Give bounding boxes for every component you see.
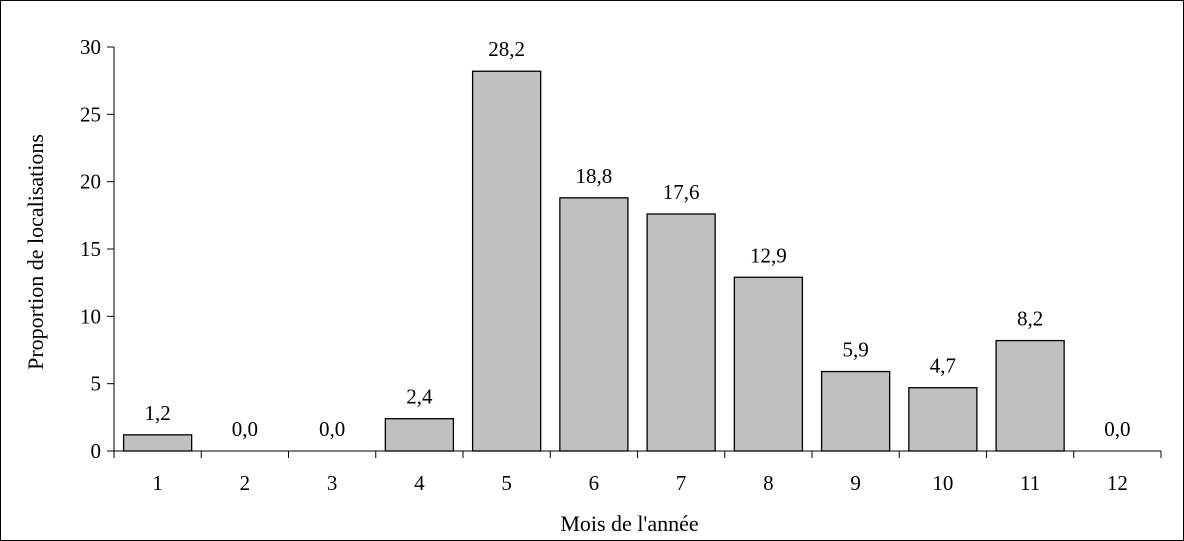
data-label: 12,9 <box>750 243 787 267</box>
x-tick-label: 3 <box>327 471 338 495</box>
x-tick-label: 4 <box>414 471 425 495</box>
x-tick-label: 8 <box>763 471 774 495</box>
y-tick-label: 20 <box>80 170 101 194</box>
data-label: 0,0 <box>319 417 345 441</box>
data-label: 5,9 <box>843 338 869 362</box>
bars <box>122 70 1065 452</box>
bar <box>733 276 804 452</box>
x-tick-label: 11 <box>1020 471 1040 495</box>
bar <box>820 370 891 452</box>
bar <box>995 339 1065 452</box>
data-label: 17,6 <box>663 180 700 204</box>
data-label: 0,0 <box>232 417 258 441</box>
x-tick-label: 5 <box>501 471 512 495</box>
data-label: 28,2 <box>488 37 525 61</box>
data-labels: 1,2 0,0 0,0 2,4 28,2 18,8 17,6 12,9 5,9 4,7 8,2 0,0 <box>145 37 1131 441</box>
x-tick-label: 6 <box>589 471 600 495</box>
y-tick-label: 10 <box>80 304 101 328</box>
data-label: 0,0 <box>1104 417 1130 441</box>
x-tick-label: 1 <box>152 471 163 495</box>
y-tick-label: 25 <box>80 102 101 126</box>
bar <box>122 434 193 452</box>
data-label: 18,8 <box>576 164 613 188</box>
y-axis-title: Proportion de localisations <box>23 134 48 370</box>
x-tick-label: 9 <box>850 471 861 495</box>
data-label: 8,2 <box>1017 307 1043 331</box>
bar <box>908 387 978 452</box>
x-tick-label: 10 <box>932 471 953 495</box>
data-label: 4,7 <box>930 354 956 378</box>
y-axis-ticks: 0 5 10 15 20 25 30 <box>80 35 114 463</box>
data-label: 1,2 <box>145 401 171 425</box>
y-tick-label: 5 <box>91 372 102 396</box>
x-tick-label: 7 <box>676 471 687 495</box>
y-tick-label: 0 <box>91 439 102 463</box>
x-tick-label: 12 <box>1107 471 1128 495</box>
x-tick-label: 2 <box>240 471 251 495</box>
bar <box>559 197 629 452</box>
y-tick-label: 30 <box>80 35 101 59</box>
bar <box>384 418 455 452</box>
x-axis-title: Mois de l'année <box>560 511 698 536</box>
bar <box>646 213 716 452</box>
data-label: 2,4 <box>406 385 433 409</box>
bar <box>471 70 542 452</box>
y-tick-label: 15 <box>80 237 101 261</box>
x-axis-ticks: 1 2 3 4 5 6 7 8 9 10 11 12 <box>113 451 1162 495</box>
